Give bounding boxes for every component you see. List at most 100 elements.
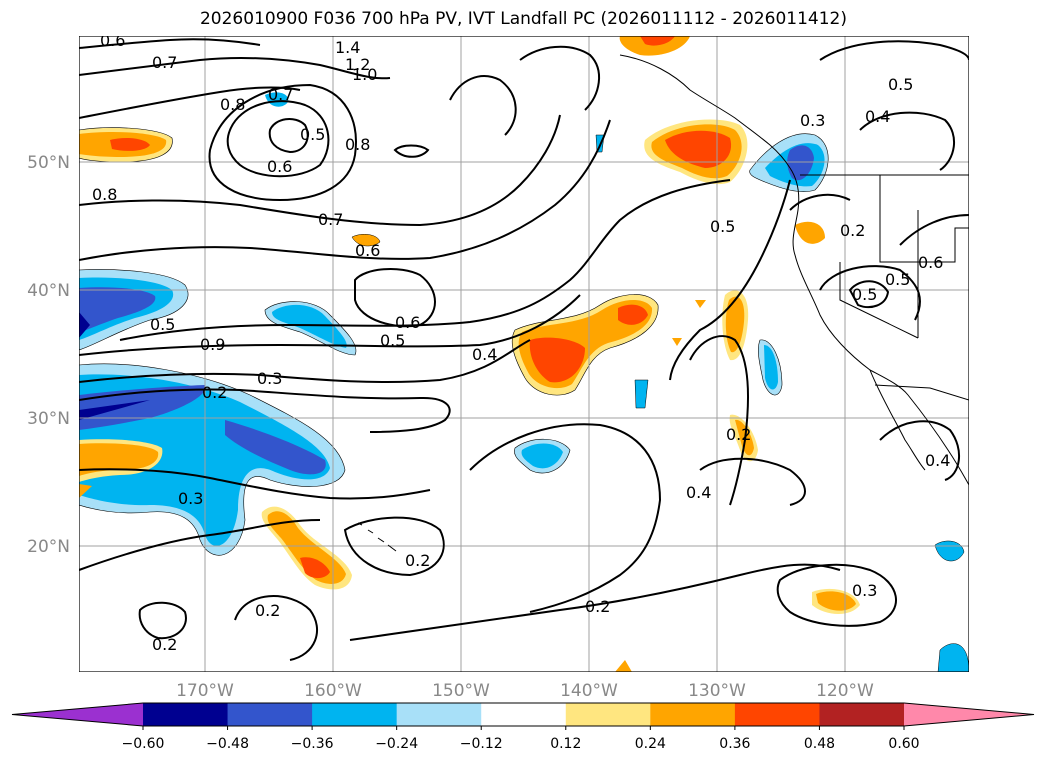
colorbar-tick-label: −0.12 xyxy=(460,736,503,752)
colorbar-tick-label: 0.12 xyxy=(550,736,581,752)
pv-contour xyxy=(899,214,969,246)
contour-label: 0.5 xyxy=(888,75,913,94)
latitude-labels: 50°N 40°N 30°N 20°N xyxy=(27,153,70,557)
pv-contour xyxy=(138,601,187,640)
coastline-north-america xyxy=(789,167,969,486)
contour-label: 0.5 xyxy=(380,331,405,350)
colorbar-tick-label: −0.36 xyxy=(291,736,334,752)
pv-contour xyxy=(819,40,969,61)
border-us-mexico xyxy=(874,384,969,401)
lon-label: 170°W xyxy=(176,681,234,701)
pv-contour xyxy=(79,86,301,119)
lat-label: 50°N xyxy=(27,153,70,173)
positive-region xyxy=(351,234,381,247)
contour-label: 1.4 xyxy=(335,38,360,57)
positive-region xyxy=(529,337,585,383)
negative-region xyxy=(764,345,778,390)
negative-region xyxy=(272,304,347,348)
positive-region xyxy=(615,660,632,672)
contour-label: 1.2 xyxy=(345,55,370,74)
positive-region xyxy=(795,221,825,244)
pv-contour xyxy=(449,75,517,136)
pv-contour xyxy=(79,519,321,571)
contour-label-layer: 0.6 0.7 1.4 1.2 1.0 0.7 0.8 0.5 0.6 0.8 … xyxy=(92,31,950,654)
lat-label: 20°N xyxy=(27,537,70,557)
colorbar-tick-label: −0.48 xyxy=(206,736,249,752)
contour-label: 0.6 xyxy=(918,253,943,272)
negative-region xyxy=(225,420,326,475)
pv-contour xyxy=(669,179,791,381)
map-panel: 0.6 0.7 1.4 1.2 1.0 0.7 0.8 0.5 0.6 0.8 … xyxy=(79,31,969,672)
pv-contour xyxy=(848,280,890,309)
positive-region xyxy=(79,443,159,476)
lon-label: 160°W xyxy=(304,681,362,701)
pv-contour xyxy=(268,118,309,154)
colorbar-segment xyxy=(396,703,482,726)
pv-contour xyxy=(689,335,749,506)
positive-region xyxy=(695,300,706,308)
colorbar-tick-label: −0.24 xyxy=(375,736,418,752)
pv-contour xyxy=(859,111,956,171)
contour-label: 0.6 xyxy=(395,313,420,332)
contour-label: 0.5 xyxy=(852,285,877,304)
colorbar-segment xyxy=(312,703,398,726)
positive-region xyxy=(300,557,330,579)
contour-label: 0.3 xyxy=(800,111,825,130)
contour-label: 0.6 xyxy=(355,241,380,260)
contour-label: 0.6 xyxy=(267,157,292,176)
pv-contour xyxy=(519,45,601,111)
colorbar-segment xyxy=(650,703,736,726)
pv-contour xyxy=(79,38,261,49)
positive-region xyxy=(267,511,346,584)
contour-label: 0.2 xyxy=(405,551,430,570)
border-state xyxy=(839,262,919,339)
pv-contour xyxy=(469,423,662,613)
contour-label: 0.7 xyxy=(268,85,293,104)
colorbar-tick-label: 0.24 xyxy=(635,736,666,752)
pv-contour xyxy=(819,265,921,321)
colorbar-segment xyxy=(143,703,229,726)
pv-contour xyxy=(699,457,806,506)
contour-label: 0.2 xyxy=(585,597,610,616)
contour-label: 0.8 xyxy=(345,135,370,154)
colorbar-extend-min xyxy=(12,703,143,726)
pv-contour xyxy=(349,563,841,641)
coastline-alaska xyxy=(619,54,791,169)
contour-label: 0.4 xyxy=(686,483,711,502)
longitude-labels: 170°W 160°W 150°W 140°W 130°W 120°W xyxy=(176,681,874,701)
negative-region xyxy=(265,92,289,107)
border-state xyxy=(879,175,969,263)
contour-label: 0.7 xyxy=(318,210,343,229)
contour-label: 0.5 xyxy=(710,217,735,236)
lon-label: 150°W xyxy=(432,681,490,701)
colorbar: −0.60 −0.48 −0.36 −0.24 −0.12 0.12 0.24 0.36 0.4… xyxy=(11,702,1035,752)
contour-label: 0.3 xyxy=(178,489,203,508)
colorbar-segment xyxy=(227,703,313,726)
pv-contour xyxy=(119,179,731,341)
contour-label: 0.6 xyxy=(100,31,125,50)
colorbar-segment xyxy=(565,703,651,726)
contour-label: 0.7 xyxy=(152,53,177,72)
pv-contour xyxy=(79,339,531,384)
contour-label: 0.5 xyxy=(885,270,910,289)
positive-region xyxy=(618,304,648,325)
contour-label: 0.2 xyxy=(255,601,280,620)
contour-label: 0.2 xyxy=(726,425,751,444)
graticule xyxy=(79,36,969,672)
pv-contour xyxy=(79,388,451,433)
colorbar-segment xyxy=(481,703,567,726)
positive-region xyxy=(672,338,682,346)
contour-label: 0.5 xyxy=(300,125,325,144)
pv-contour xyxy=(79,119,611,261)
pv-contour xyxy=(79,114,561,227)
pv-contour xyxy=(393,144,430,158)
contour-label: 0.2 xyxy=(840,221,865,240)
contour-label: 0.2 xyxy=(152,635,177,654)
pv-contour xyxy=(879,420,961,481)
pv-contour xyxy=(343,516,445,577)
negative-region xyxy=(79,400,150,420)
lon-label: 120°W xyxy=(816,681,874,701)
negative-region xyxy=(79,287,156,332)
negative-region xyxy=(79,312,90,338)
pv-contour xyxy=(226,100,330,178)
